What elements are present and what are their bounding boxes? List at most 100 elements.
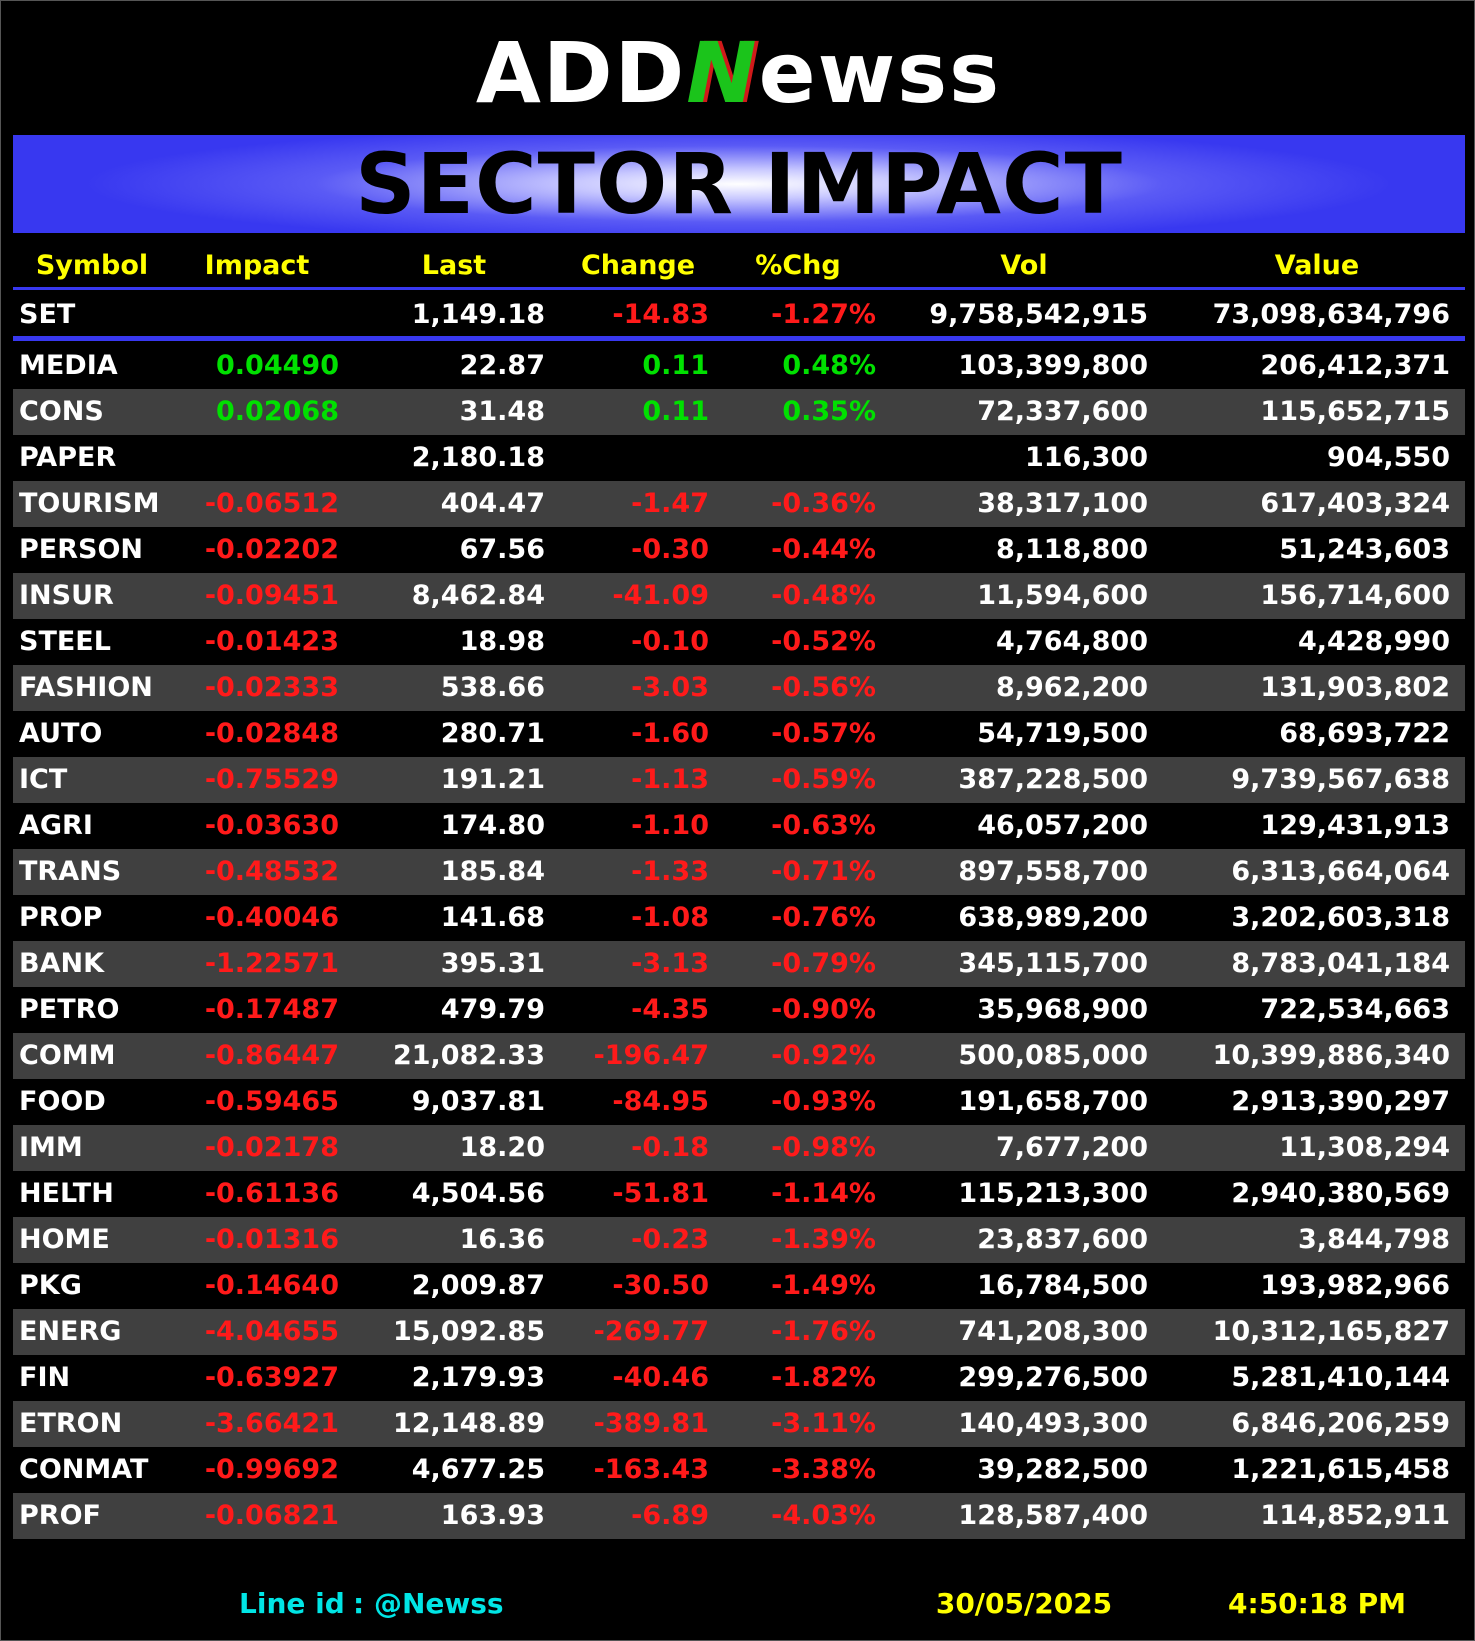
- value-cell: 3,844,798: [1297, 1224, 1450, 1255]
- pct-change-cell: -0.52%: [771, 626, 876, 657]
- last-cell: 538.66: [440, 672, 545, 703]
- vol-cell: 140,493,300: [958, 1408, 1148, 1439]
- value-cell: 3,202,603,318: [1231, 902, 1450, 933]
- last-cell: 2,179.93: [411, 1362, 545, 1393]
- last-cell: 18.98: [459, 626, 545, 657]
- value-cell: 73,098,634,796: [1212, 299, 1450, 330]
- impact-cell: 0.02068: [216, 396, 339, 427]
- impact-cell: -0.02848: [204, 718, 339, 749]
- change-cell: -0.30: [631, 534, 709, 565]
- change-cell: 0.11: [642, 350, 709, 381]
- value-cell: 8,783,041,184: [1231, 948, 1450, 979]
- change-cell: -1.10: [631, 810, 709, 841]
- symbol-cell: FOOD: [19, 1086, 106, 1117]
- row-background: [13, 389, 1465, 435]
- column-header: %Chg: [755, 250, 841, 281]
- symbol-cell: COMM: [19, 1040, 116, 1071]
- pct-change-cell: -1.14%: [771, 1178, 876, 1209]
- vol-cell: 72,337,600: [977, 396, 1148, 427]
- vol-cell: 638,989,200: [958, 902, 1148, 933]
- value-cell: 68,693,722: [1279, 718, 1450, 749]
- last-cell: 21,082.33: [392, 1040, 545, 1071]
- impact-cell: -0.01316: [204, 1224, 339, 1255]
- change-cell: -0.10: [631, 626, 709, 657]
- footer-time: 4:50:18 PM: [1228, 1587, 1406, 1620]
- pct-change-cell: -0.36%: [771, 488, 876, 519]
- logo: ADDNewss: [1, 23, 1474, 123]
- vol-cell: 9,758,542,915: [929, 299, 1148, 330]
- symbol-cell: IMM: [19, 1132, 83, 1163]
- symbol-cell: FASHION: [19, 672, 153, 703]
- vol-cell: 7,677,200: [995, 1132, 1148, 1163]
- impact-cell: -0.06512: [204, 488, 339, 519]
- impact-cell: -0.02178: [204, 1132, 339, 1163]
- change-cell: -51.81: [612, 1178, 709, 1209]
- symbol-cell: STEEL: [19, 626, 111, 657]
- impact-cell: -0.02202: [204, 534, 339, 565]
- last-cell: 8,462.84: [411, 580, 545, 611]
- pct-change-cell: -1.27%: [771, 299, 876, 330]
- last-cell: 479.79: [440, 994, 545, 1025]
- symbol-cell: PKG: [19, 1270, 82, 1301]
- impact-cell: -0.17487: [204, 994, 339, 1025]
- symbol-cell: ICT: [19, 764, 68, 795]
- symbol-cell: HOME: [19, 1224, 110, 1255]
- symbol-cell: TRANS: [19, 856, 122, 887]
- value-cell: 10,312,165,827: [1212, 1316, 1450, 1347]
- last-cell: 2,009.87: [411, 1270, 545, 1301]
- value-cell: 129,431,913: [1260, 810, 1450, 841]
- title-band: SECTOR IMPACT: [13, 135, 1465, 233]
- pct-change-cell: -0.59%: [771, 764, 876, 795]
- row-background: [13, 1309, 1465, 1355]
- impact-cell: -0.86447: [204, 1040, 339, 1071]
- pct-change-cell: -0.79%: [771, 948, 876, 979]
- symbol-cell: ENERG: [19, 1316, 122, 1347]
- last-cell: 1,149.18: [411, 299, 545, 330]
- impact-cell: -0.01423: [204, 626, 339, 657]
- column-header: Symbol: [35, 250, 149, 281]
- last-cell: 2,180.18: [411, 442, 545, 473]
- pct-change-cell: -1.49%: [771, 1270, 876, 1301]
- change-cell: -41.09: [612, 580, 709, 611]
- value-cell: 156,714,600: [1260, 580, 1450, 611]
- impact-cell: -0.48532: [204, 856, 339, 887]
- vol-cell: 46,057,200: [977, 810, 1148, 841]
- change-cell: -196.47: [593, 1040, 709, 1071]
- vol-cell: 35,968,900: [977, 994, 1148, 1025]
- pct-change-cell: -0.98%: [771, 1132, 876, 1163]
- value-cell: 9,739,567,638: [1231, 764, 1450, 795]
- symbol-cell: CONS: [19, 396, 104, 427]
- symbol-cell: BANK: [19, 948, 104, 979]
- last-cell: 22.87: [459, 350, 545, 381]
- last-cell: 31.48: [459, 396, 545, 427]
- last-cell: 280.71: [440, 718, 545, 749]
- vol-cell: 23,837,600: [977, 1224, 1148, 1255]
- row-background: [13, 1217, 1465, 1263]
- impact-cell: -0.75529: [204, 764, 339, 795]
- change-cell: -3.03: [631, 672, 709, 703]
- last-cell: 4,677.25: [411, 1454, 545, 1485]
- value-cell: 6,313,664,064: [1231, 856, 1450, 887]
- pct-change-cell: -4.03%: [771, 1500, 876, 1531]
- last-cell: 9,037.81: [411, 1086, 545, 1117]
- symbol-cell: AGRI: [19, 810, 93, 841]
- value-cell: 6,846,206,259: [1231, 1408, 1450, 1439]
- vol-cell: 116,300: [1025, 442, 1148, 473]
- pct-change-cell: -0.57%: [771, 718, 876, 749]
- vol-cell: 8,118,800: [995, 534, 1148, 565]
- title: SECTOR IMPACT: [355, 135, 1123, 233]
- row-background: [13, 757, 1465, 803]
- pct-change-cell: 0.48%: [782, 350, 876, 381]
- last-cell: 404.47: [440, 488, 545, 519]
- row-background: [13, 665, 1465, 711]
- symbol-cell: INSUR: [19, 580, 114, 611]
- last-cell: 12,148.89: [392, 1408, 545, 1439]
- vol-cell: 38,317,100: [977, 488, 1148, 519]
- vol-cell: 115,213,300: [958, 1178, 1148, 1209]
- vol-cell: 128,587,400: [958, 1500, 1148, 1531]
- pct-change-cell: 0.35%: [782, 396, 876, 427]
- change-cell: 0.11: [642, 396, 709, 427]
- divider: [13, 336, 1465, 341]
- pct-change-cell: -1.76%: [771, 1316, 876, 1347]
